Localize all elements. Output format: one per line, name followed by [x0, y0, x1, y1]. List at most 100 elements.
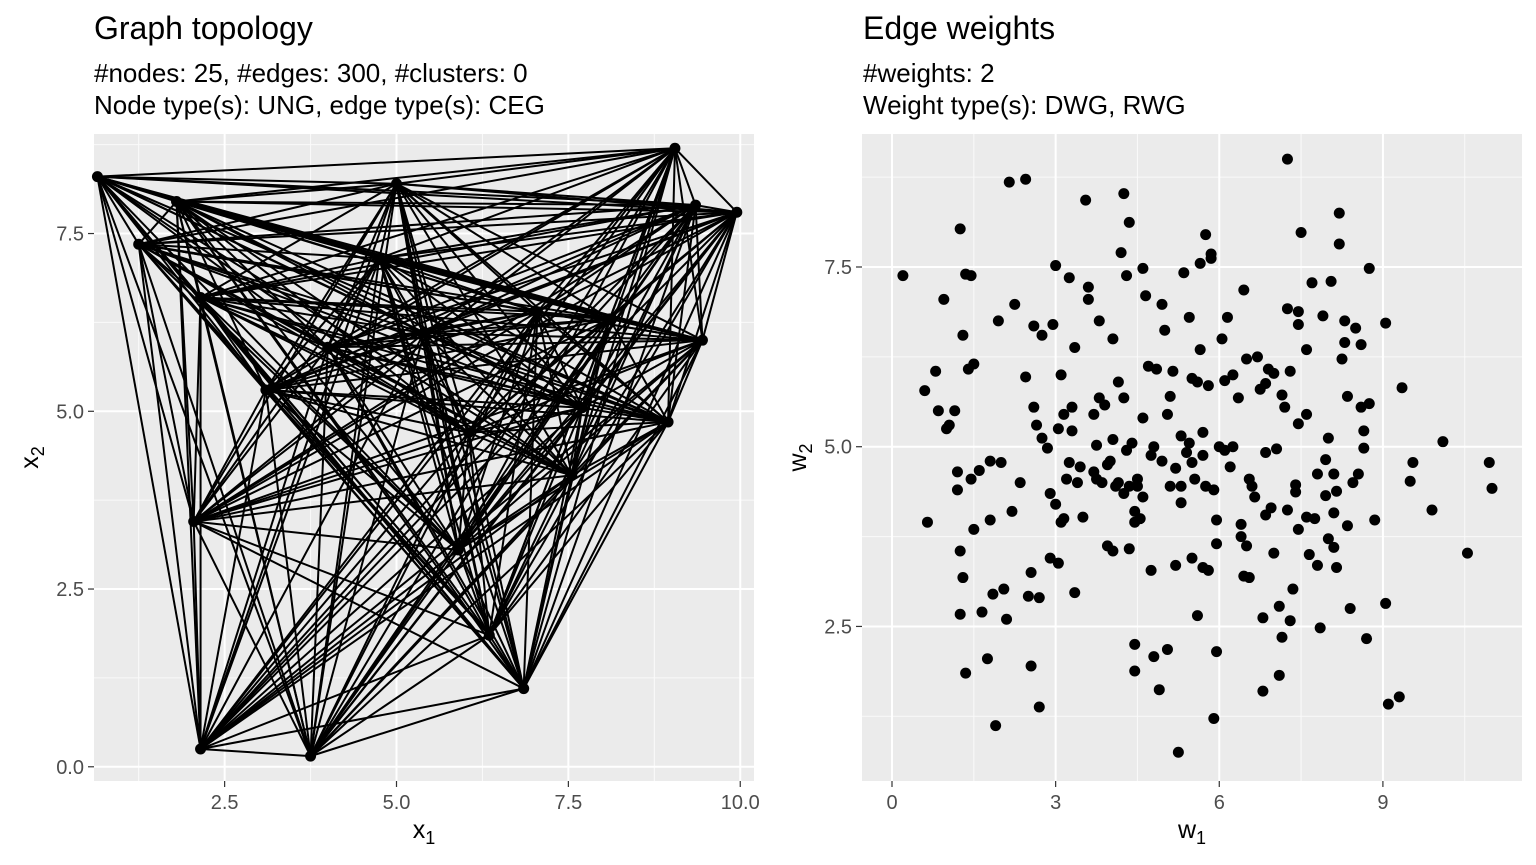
graph-edge: [327, 346, 669, 423]
graph-edge: [379, 257, 610, 320]
scatter-point: [1052, 423, 1064, 435]
graph-edge: [537, 310, 703, 342]
graph-node: [195, 292, 207, 304]
scatter-point: [919, 385, 931, 397]
graph-edge: [193, 420, 669, 523]
scatter-point: [1001, 613, 1013, 625]
graph-edge: [395, 183, 669, 423]
scatter-point: [1241, 353, 1253, 365]
scatter-point: [1243, 572, 1255, 584]
chart2-subtitle-line-2: Weight type(s): DWG, RWG: [863, 90, 1186, 120]
scatter-point: [1331, 485, 1343, 497]
graph-edge: [138, 243, 610, 320]
graph-edge: [199, 296, 267, 391]
scatter-point: [1292, 319, 1304, 331]
edge-group: [96, 147, 738, 758]
scatter-point: [1129, 638, 1141, 650]
chart1-plot: 2.5 5.0 7.5 10.0 0.0 2.5 5.0 7.5 x1 x2: [16, 134, 760, 848]
graph-node: [195, 743, 207, 755]
scatter-point: [1091, 439, 1103, 451]
scatter-point: [1183, 311, 1195, 323]
scatter-point: [1036, 329, 1048, 341]
graph-node: [188, 515, 200, 527]
graph-edge: [199, 297, 312, 757]
scatter-point: [1257, 685, 1269, 697]
graph-edge: [378, 257, 583, 409]
scatter-point: [968, 358, 980, 370]
scatter-point: [1382, 698, 1394, 710]
scatter-point: [1129, 665, 1141, 677]
graph-edge: [326, 346, 460, 551]
graph-edge: [378, 183, 398, 259]
scatter-point: [1052, 557, 1064, 569]
graph-edge: [176, 182, 397, 203]
scatter-point: [1320, 454, 1332, 466]
scatter-point: [1235, 531, 1247, 543]
scatter-point: [1276, 631, 1288, 643]
scatter-point: [951, 466, 963, 478]
graph-edge: [457, 432, 470, 551]
graph-edge: [200, 296, 573, 477]
graph-edge: [378, 257, 573, 476]
scatter-point: [1227, 441, 1239, 453]
graph-node: [91, 171, 103, 183]
scatter-point: [1191, 376, 1203, 388]
graph-edge: [457, 407, 583, 551]
x-axis-title: w1: [1177, 816, 1206, 848]
scatter-point: [965, 270, 977, 282]
graph-node: [171, 196, 182, 208]
scatter-point: [1107, 333, 1119, 345]
graph-edge: [379, 204, 696, 260]
scatter-point: [1186, 552, 1198, 564]
graph-edge: [309, 347, 329, 757]
scatter-point: [1137, 262, 1149, 274]
graph-edge: [96, 176, 140, 245]
scatter-point: [1088, 408, 1100, 420]
scatter-point: [1292, 523, 1304, 535]
scatter-point: [1167, 365, 1179, 377]
scatter-point: [968, 523, 980, 535]
scatter-point: [1352, 468, 1364, 480]
scatter-point: [1320, 490, 1332, 502]
scatter-point: [1145, 564, 1157, 576]
scatter-point: [1112, 477, 1124, 489]
scatter-point: [960, 667, 972, 679]
scatter-point: [1328, 541, 1340, 553]
graph-edge: [138, 243, 380, 260]
scatter-point: [1284, 365, 1296, 377]
scatter-point: [1344, 602, 1356, 614]
graph-edge: [488, 318, 611, 636]
scatter-point: [1292, 306, 1304, 318]
chart2-plot: 0 3 6 9 2.5 5.0 7.5 w1 w2: [784, 134, 1522, 848]
graph-edge: [200, 257, 380, 299]
scatter-point: [1268, 547, 1280, 559]
scatter-point: [1208, 484, 1220, 496]
scatter-point: [1134, 513, 1146, 525]
scatter-point: [992, 315, 1004, 327]
graph-edge: [396, 182, 703, 342]
graph-edge: [137, 244, 195, 522]
graph-edge: [199, 296, 460, 551]
scatter-point: [1151, 363, 1163, 375]
scatter-point: [1281, 153, 1293, 165]
scatter-point: [1014, 477, 1026, 489]
x-tick-label: 0: [886, 792, 897, 814]
graph-edge: [137, 243, 312, 757]
scatter-point: [1380, 597, 1392, 609]
chart2-title: Edge weights: [863, 10, 1056, 46]
scatter-point: [1246, 480, 1258, 492]
scatter-point: [1036, 432, 1048, 444]
graph-edge: [608, 147, 676, 320]
scatter-point: [1175, 497, 1187, 509]
y-tick-label: 0.0: [56, 757, 84, 779]
graph-edge: [570, 211, 738, 476]
graph-edge: [701, 211, 738, 341]
graph-node: [662, 416, 674, 428]
y-axis-title: x2: [16, 446, 48, 469]
scatter-point: [1082, 293, 1094, 305]
scatter-point: [1118, 188, 1130, 200]
graph-edge: [309, 432, 470, 757]
graph-edge: [457, 204, 697, 551]
scatter-point: [1153, 684, 1165, 696]
scatter-point: [1164, 480, 1176, 492]
